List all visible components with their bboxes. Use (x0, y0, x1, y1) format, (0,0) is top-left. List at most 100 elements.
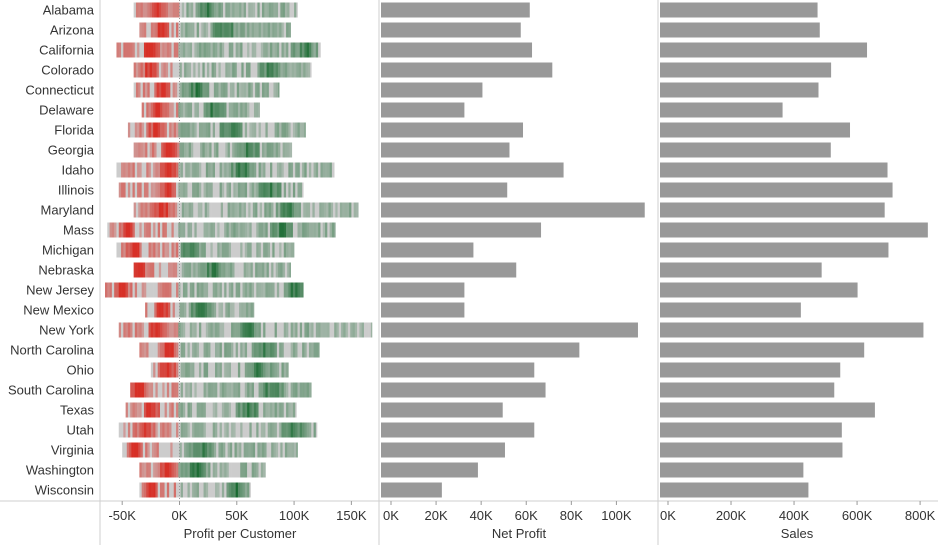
heat-cell-arizona (276, 22, 280, 38)
net-profit-bar-alabama (381, 2, 530, 18)
heat-cell-california (198, 42, 202, 58)
heat-cell-washington (228, 462, 232, 478)
heat-cell-illinois (263, 182, 266, 198)
heat-cell-south-carolina (164, 382, 168, 398)
heat-cell-north-carolina (318, 342, 320, 358)
heat-cell-new-mexico (184, 302, 187, 318)
heat-cell-utah (247, 422, 250, 438)
heat-cell-california (189, 42, 193, 58)
heat-cell-new-york (242, 322, 246, 338)
heat-cell-texas (263, 402, 266, 418)
heat-cell-idaho (281, 162, 285, 178)
heat-cell-california (226, 42, 230, 58)
heat-cell-connecticut (264, 82, 267, 98)
heat-cell-wisconsin (189, 482, 193, 498)
heat-cell-virginia (190, 442, 194, 458)
heat-cell-utah (286, 422, 289, 438)
heat-cell-georgia (181, 142, 185, 158)
heat-cell-georgia (216, 142, 219, 158)
heat-cell-colorado (190, 62, 194, 78)
heat-cell-illinois (169, 182, 172, 198)
heat-cell-utah (185, 422, 188, 438)
sales-bar-michigan (660, 242, 889, 258)
heat-cell-new-york (363, 322, 367, 338)
heat-cell-illinois (171, 182, 175, 198)
heat-cell-illinois (288, 182, 291, 198)
heat-cell-illinois (125, 182, 129, 198)
heat-cell-georgia (271, 142, 274, 158)
heat-cell-new-york (198, 322, 202, 338)
heat-cell-virginia (193, 442, 196, 458)
heat-cell-ohio (157, 362, 161, 378)
heat-cell-new-york (313, 322, 317, 338)
heat-cell-colorado (280, 62, 283, 78)
heat-cell-mass (265, 222, 269, 238)
heat-cell-washington (215, 462, 218, 478)
heat-cell-south-carolina (180, 382, 184, 398)
heat-cell-new-jersey (198, 282, 202, 298)
sales-bar-connecticut (660, 82, 819, 98)
heat-cell-new-jersey (217, 282, 220, 298)
heat-cell-georgia (135, 142, 139, 158)
heat-cell-wisconsin (231, 482, 234, 498)
heat-cell-new-york (121, 322, 124, 338)
heat-cell-north-carolina (215, 342, 218, 358)
heat-cell-ohio (182, 362, 186, 378)
heat-cell-new-york (315, 322, 319, 338)
heat-cell-north-carolina (198, 342, 202, 358)
heat-cell-new-jersey (260, 282, 264, 298)
heat-cell-new-york (256, 322, 259, 338)
heat-cell-michigan (201, 242, 204, 258)
heat-cell-utah (160, 422, 163, 438)
heat-cell-california (130, 42, 133, 58)
heat-cell-illinois (297, 182, 301, 198)
heat-cell-new-jersey (118, 282, 122, 298)
heat-cell-north-carolina (302, 342, 305, 358)
state-label-north-carolina: North Carolina (10, 343, 95, 358)
heat-cell-south-carolina (148, 382, 152, 398)
state-label-connecticut: Connecticut (25, 83, 94, 98)
heat-cell-maryland (188, 202, 192, 218)
heat-cell-ohio (286, 362, 289, 378)
heat-cell-alabama (289, 2, 293, 18)
heat-cell-arizona (185, 22, 188, 38)
heat-cell-michigan (139, 242, 142, 258)
heat-cell-connecticut (200, 82, 203, 98)
heat-cell-idaho (253, 162, 257, 178)
heat-cell-georgia (218, 142, 222, 158)
state-label-maryland: Maryland (41, 203, 94, 218)
heat-cell-new-mexico (209, 302, 212, 318)
heat-cell-mass (212, 222, 216, 238)
heat-cell-georgia (206, 142, 210, 158)
heat-cell-colorado (220, 62, 224, 78)
heat-cell-colorado (204, 62, 208, 78)
heat-cell-colorado (133, 62, 137, 78)
heat-cell-utah (308, 422, 312, 438)
net-profit-bar-texas (381, 402, 503, 418)
heat-cell-texas (235, 402, 239, 418)
heat-cell-idaho (171, 162, 175, 178)
heat-cell-washington (180, 462, 184, 478)
heat-cell-utah (176, 422, 179, 438)
heat-cell-new-mexico (248, 302, 251, 318)
heat-cell-maryland (145, 202, 148, 218)
heat-cell-maryland (168, 202, 171, 218)
state-label-washington: Washington (26, 463, 94, 478)
heat-cell-illinois (205, 182, 209, 198)
profit-axis-tick-label: -50K (108, 508, 136, 523)
heat-cell-virginia (156, 442, 160, 458)
heat-cell-wisconsin (153, 482, 156, 498)
heat-cell-virginia (188, 442, 192, 458)
heat-cell-florida (224, 122, 227, 138)
heat-cell-illinois (258, 182, 262, 198)
heat-cell-colorado (142, 62, 146, 78)
heat-cell-new-mexico (220, 302, 224, 318)
heat-cell-new-york (134, 322, 138, 338)
heat-cell-maryland (314, 202, 318, 218)
heat-cell-ohio (198, 362, 202, 378)
heat-cell-north-carolina (166, 342, 170, 358)
heat-cell-colorado (278, 62, 281, 78)
heat-cell-mass (322, 222, 326, 238)
heat-cell-california (258, 42, 262, 58)
heat-cell-mass (286, 222, 289, 238)
